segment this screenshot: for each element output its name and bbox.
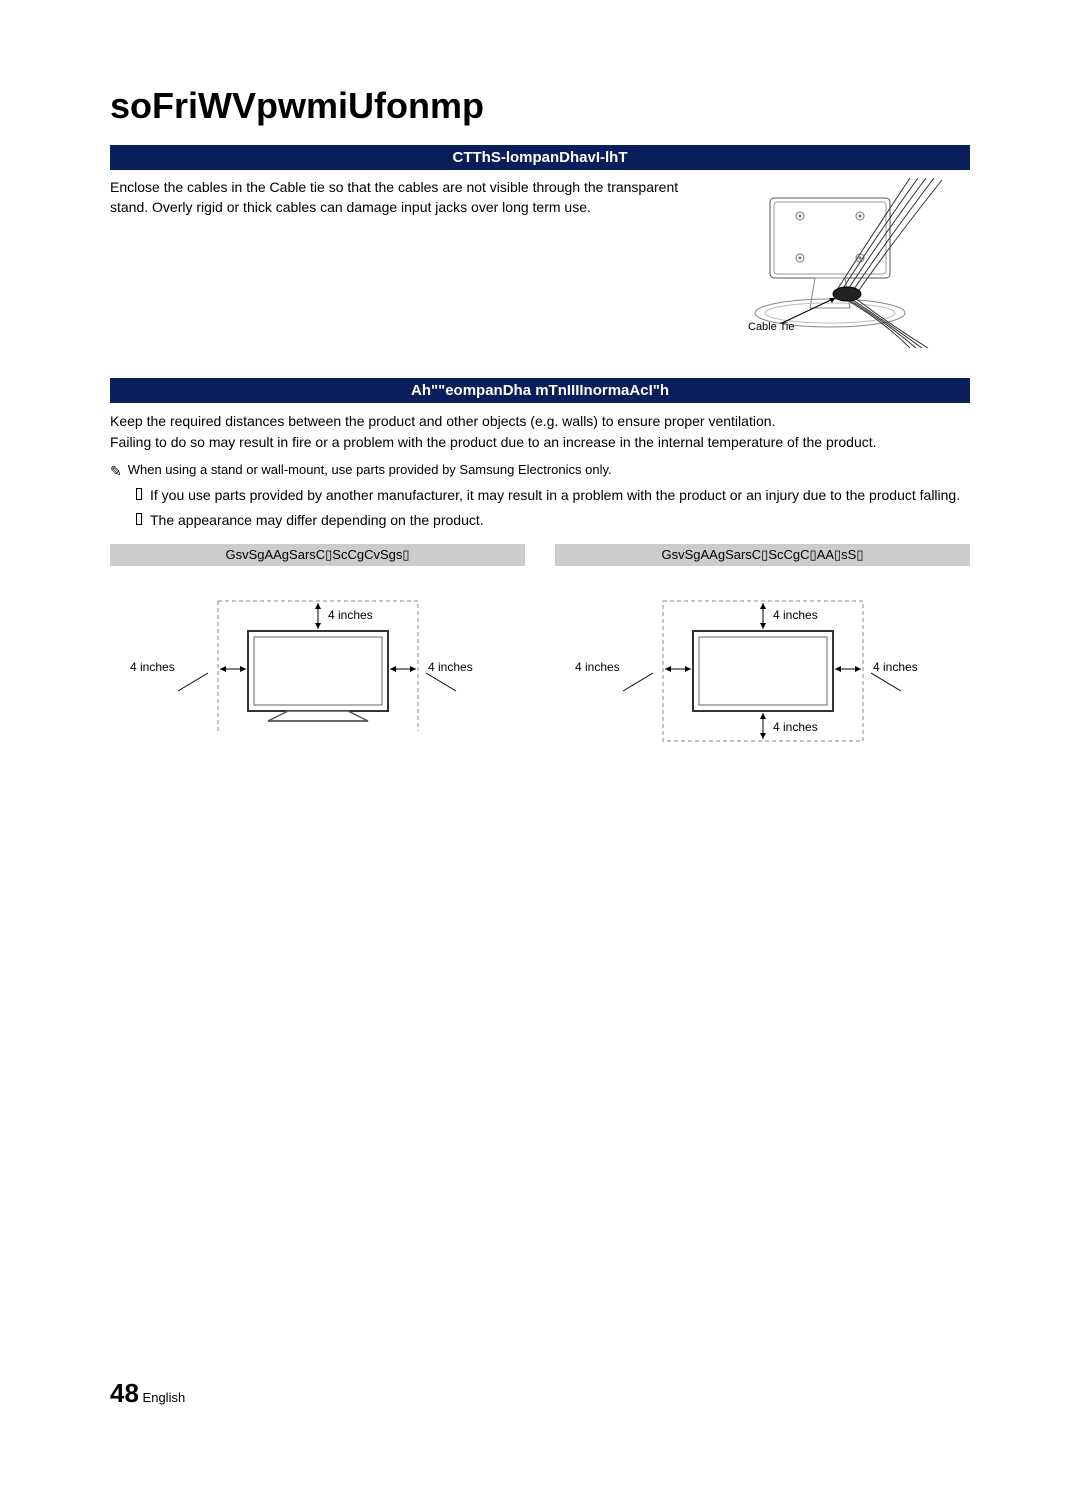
svg-text:4 inches: 4 inches [575, 660, 620, 674]
svg-text:4 inches: 4 inches [773, 608, 818, 622]
note-text: When using a stand or wall-mount, use pa… [128, 461, 612, 480]
vent-p1: Keep the required distances between the … [110, 411, 970, 432]
sub-note-1: If you use parts provided by another man… [150, 485, 960, 505]
svg-text:4 inches: 4 inches [428, 660, 473, 674]
page-number: 48 [110, 1378, 139, 1408]
section1-text: Enclose the cables in the Cable tie so t… [110, 178, 710, 217]
svg-text:4 inches: 4 inches [773, 720, 818, 734]
sub-note-2: The appearance may differ depending on t… [150, 510, 484, 530]
install-head-left: GsvSgAAgSarsC▯ScCgCvSgs▯ [110, 544, 525, 566]
install-head-right: GsvSgAAgSarsC▯ScCgC▯AA▯sS▯ [555, 544, 970, 566]
cable-tie-label: Cable Tie [748, 321, 794, 333]
page-lang: English [143, 1390, 186, 1405]
vent-p2: Failing to do so may result in fire or a… [110, 432, 970, 453]
page-title: soFriWVpwmiUfonmp [110, 85, 970, 127]
wall-install-diagram: 4 inches 4 inches 4 inches [573, 581, 953, 761]
section1-heading: CTThS-lompanDhavI-lhT [110, 145, 970, 170]
svg-text:4 inches: 4 inches [873, 660, 918, 674]
stand-install-diagram: 4 inches 4 inches 4 inches [128, 581, 508, 751]
svg-text:4 inches: 4 inches [130, 660, 175, 674]
note-icon: ✎ [110, 461, 122, 481]
section2-heading: Ah""eompanDha mTnIIIInormaAcI"h [110, 378, 970, 403]
svg-text:4 inches: 4 inches [328, 608, 373, 622]
cable-tie-illustration: Cable Tie [710, 178, 970, 348]
page-footer: 48 English [110, 1378, 185, 1409]
bullet-icon [136, 488, 142, 500]
bullet-icon [136, 513, 142, 525]
